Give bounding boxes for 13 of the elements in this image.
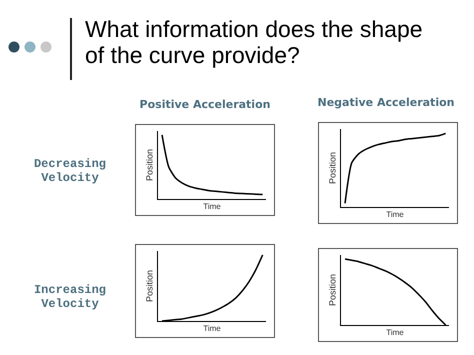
y-axis-title: Position — [327, 152, 338, 184]
y-axis-title: Position — [144, 270, 154, 302]
x-axis-title: Time — [386, 210, 404, 219]
text: Positive Acceleration — [138, 98, 272, 112]
x-axis-title: Time — [386, 328, 404, 337]
text: What information does the shape of the curve provide? — [85, 16, 424, 69]
text: Decreasing Velocity — [32, 157, 107, 186]
x-axis-title: Time — [203, 202, 222, 211]
text: Negative Acceleration — [316, 96, 456, 110]
text: Increasing Velocity — [32, 283, 107, 312]
x-axis-title: Time — [203, 324, 222, 333]
y-axis-title: Position — [327, 274, 338, 306]
y-axis-title: Position — [144, 148, 154, 182]
